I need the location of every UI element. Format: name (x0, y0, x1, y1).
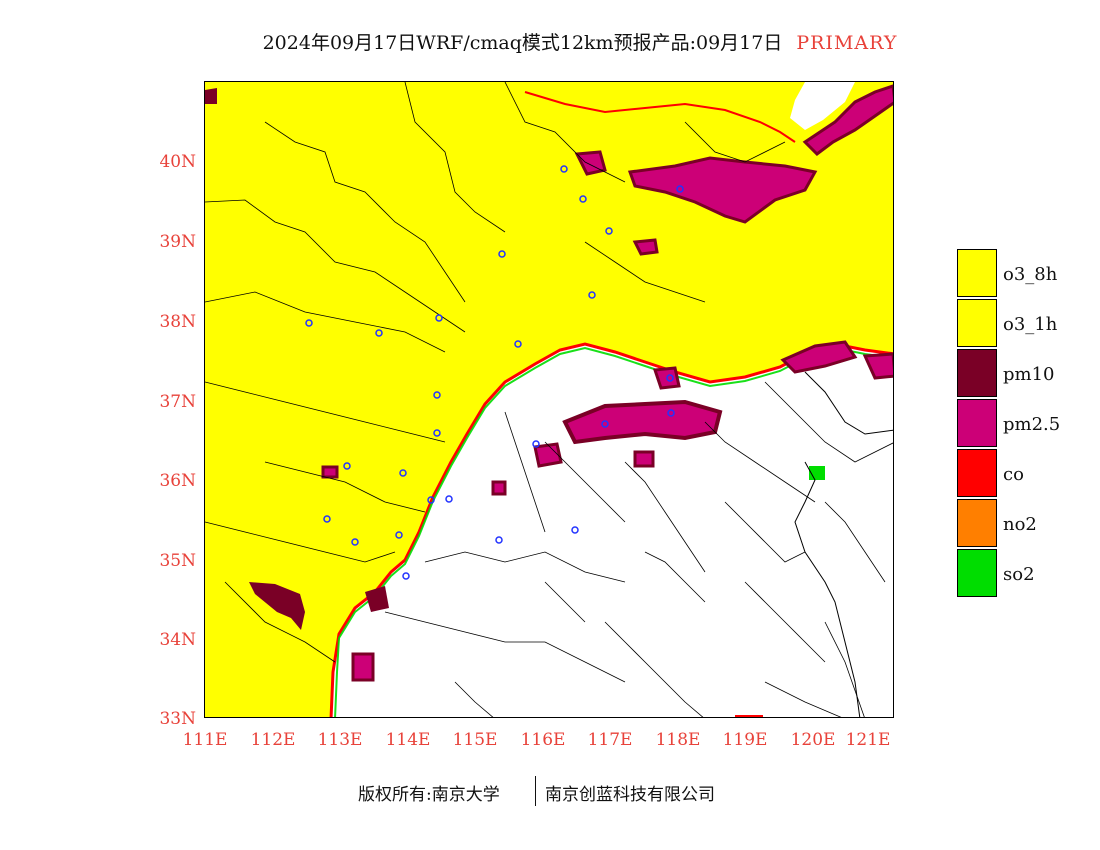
lat-label: 34N (159, 630, 196, 650)
lon-label: 115E (452, 730, 498, 750)
lat-label: 33N (159, 709, 196, 729)
map-title: 2024年09月17日WRF/cmaq模式12km预报产品:09月17日 PRIM… (0, 28, 1100, 55)
lat-label: 36N (159, 471, 196, 491)
legend-swatch-o3-1h (957, 299, 997, 347)
lat-label: 39N (159, 232, 196, 252)
legend-label: so2 (1003, 564, 1035, 585)
lon-label: 114E (385, 730, 431, 750)
lon-label: 116E (520, 730, 566, 750)
city-markers (305, 165, 684, 580)
legend-swatch-co (957, 449, 997, 497)
lat-label: 35N (159, 551, 196, 571)
lon-label: 118E (655, 730, 701, 750)
lat-label: 37N (159, 392, 196, 412)
lon-label: 119E (722, 730, 768, 750)
pollutant-map (205, 82, 893, 717)
map-panel (204, 81, 894, 718)
legend-label: no2 (1003, 514, 1037, 535)
title-primary-label: PRIMARY (796, 32, 898, 54)
legend-label: pm10 (1003, 364, 1055, 385)
legend-swatch-o3-8h (957, 249, 997, 297)
footer-divider (535, 776, 536, 806)
lat-label: 40N (159, 152, 196, 172)
lon-label: 113E (317, 730, 363, 750)
lat-label: 38N (159, 312, 196, 332)
legend-label: pm2.5 (1003, 414, 1061, 435)
title-main: 2024年09月17日WRF/cmaq模式12km预报产品:09月17日 (262, 32, 783, 54)
lon-label: 120E (790, 730, 836, 750)
lon-label: 121E (845, 730, 891, 750)
lon-label: 111E (182, 730, 228, 750)
legend-swatch-so2 (957, 549, 997, 597)
lon-label: 117E (587, 730, 633, 750)
lon-label: 112E (250, 730, 296, 750)
pm10-region-west (249, 582, 305, 630)
legend-swatch-pm10 (957, 349, 997, 397)
legend-label: o3_1h (1003, 314, 1058, 335)
copyright-company: 南京创蓝科技有限公司 (545, 785, 715, 805)
legend-swatch-pm25 (957, 399, 997, 447)
legend-label: o3_8h (1003, 264, 1058, 285)
legend-swatch-no2 (957, 499, 997, 547)
legend-label: co (1003, 464, 1024, 485)
pm25-region-north (627, 156, 818, 224)
copyright-owner: 版权所有:南京大学 (358, 785, 500, 805)
